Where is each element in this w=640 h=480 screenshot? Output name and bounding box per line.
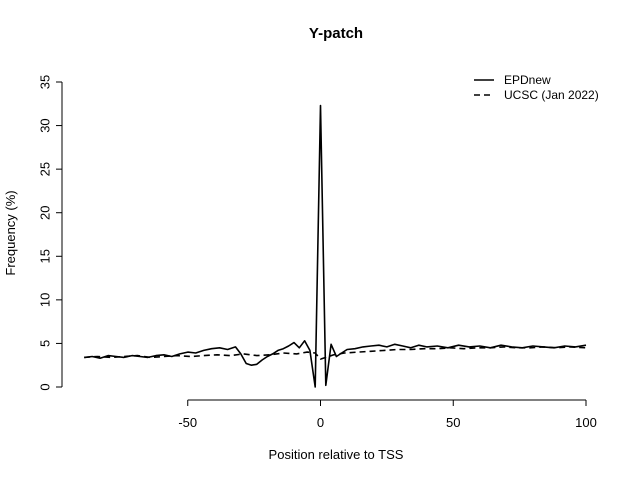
y-tick-label: 5 [37, 340, 52, 347]
y-tick-label: 0 [37, 383, 52, 390]
y-tick-label: 35 [37, 75, 52, 89]
y-tick-label: 30 [37, 118, 52, 132]
x-tick-label: 0 [317, 415, 324, 430]
y-tick-label: 25 [37, 162, 52, 176]
x-axis-label: Position relative to TSS [269, 447, 404, 462]
x-tick-label: 50 [446, 415, 460, 430]
y-tick-label: 20 [37, 205, 52, 219]
series-line-epdnew [84, 104, 587, 388]
chart-title: Y-patch [309, 25, 363, 42]
x-tick-label: 100 [575, 415, 597, 430]
x-tick-label: -50 [178, 415, 197, 430]
legend-label: EPDnew [504, 73, 551, 87]
legend-label: UCSC (Jan 2022) [504, 88, 599, 102]
axes: 0 5 10 15 20 25 30 35 -50 0 50 100 [37, 75, 596, 430]
plot-area [84, 104, 587, 388]
y-axis-label: Frequency (%) [3, 190, 18, 275]
y-tick-label: 10 [37, 293, 52, 307]
y-tick-label: 15 [37, 249, 52, 263]
series-line-ucsc-jan-2022 [84, 346, 587, 360]
